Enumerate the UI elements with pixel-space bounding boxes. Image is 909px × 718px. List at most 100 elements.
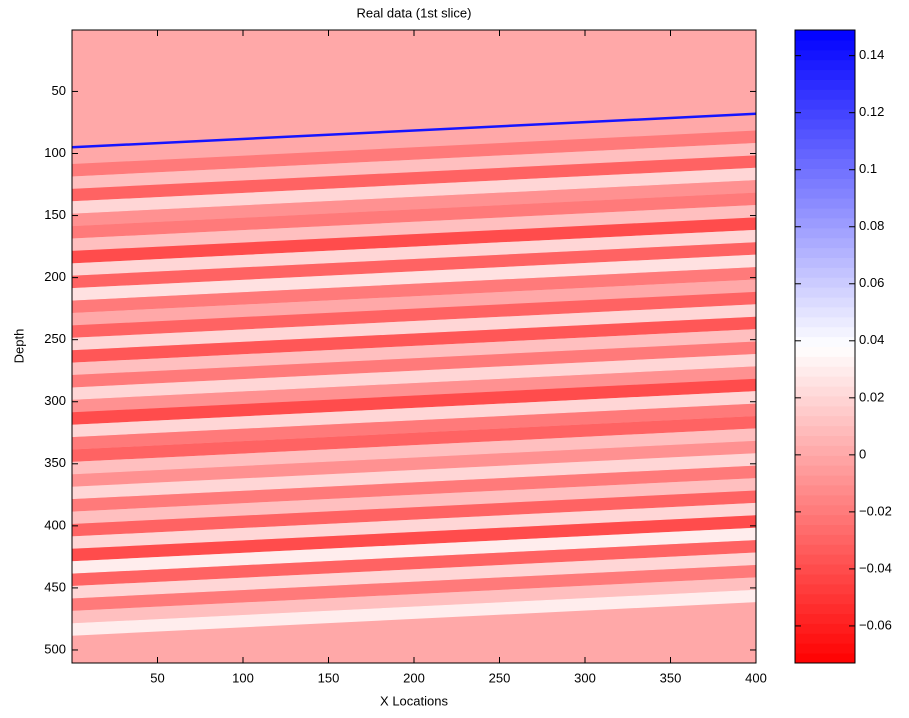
colorbar-cell <box>795 148 855 160</box>
y-tick-label: 200 <box>44 269 66 284</box>
x-tick-label: 50 <box>150 670 164 685</box>
x-tick-label: 250 <box>489 670 511 685</box>
colorbar-cell <box>795 188 855 199</box>
y-tick-label: 500 <box>44 641 66 656</box>
colorbar-cell <box>795 494 855 506</box>
amplitude-band <box>72 341 756 388</box>
colorbar-cell <box>795 603 855 615</box>
colorbar-cell <box>795 30 855 41</box>
colorbar-cell <box>795 356 855 367</box>
amplitude-band <box>72 267 756 313</box>
colorbar-cell <box>795 573 855 585</box>
colorbar-cell <box>795 484 855 496</box>
amplitude-band <box>72 217 756 264</box>
colorbar-frame <box>794 29 856 664</box>
colorbar-cell <box>795 435 855 446</box>
x-tick-label: 300 <box>574 670 596 685</box>
colorbar-cell <box>795 158 855 169</box>
colorbar-cell <box>795 514 855 526</box>
colorbar-cell <box>795 534 855 545</box>
colorbar-cell <box>795 653 855 664</box>
colorbar-cell <box>795 346 855 357</box>
x-tick-label: 150 <box>318 670 340 685</box>
colorbar-cell <box>795 59 855 71</box>
colorbar-tick-label: 0.1 <box>859 161 877 176</box>
y-tick-label: 150 <box>44 207 66 222</box>
colorbar-cell <box>795 128 855 140</box>
colorbar-cell <box>795 227 855 239</box>
colorbar-cell <box>795 465 855 476</box>
amplitude-band <box>72 254 756 301</box>
colorbar-cell <box>795 386 855 397</box>
amplitude-band <box>72 130 756 177</box>
colorbar-cell <box>795 198 855 209</box>
amplitude-band <box>72 205 756 251</box>
horizon-line <box>72 112 756 149</box>
amplitude-band <box>72 564 756 611</box>
colorbar-cell <box>795 564 855 575</box>
amplitude-band <box>72 192 756 239</box>
colorbar-cell <box>795 89 855 100</box>
amplitude-band <box>72 329 756 376</box>
colorbar-tick-label: −0.06 <box>859 617 892 632</box>
amplitude-band <box>72 304 756 351</box>
colorbar-cell <box>795 455 855 466</box>
colorbar-cell <box>795 316 855 328</box>
plot-area <box>72 30 756 663</box>
colorbar-cell <box>795 49 855 61</box>
colorbar-cell <box>795 623 855 634</box>
chart-title: Real data (1st slice) <box>357 5 472 20</box>
y-tick-label: 300 <box>44 393 66 408</box>
colorbar-tick-label: 0.06 <box>859 275 884 290</box>
colorbar-cell <box>795 79 855 90</box>
colorbar-cell <box>795 39 855 51</box>
amplitude-band <box>72 440 756 487</box>
colorbar-tick-label: 0.02 <box>859 389 884 404</box>
amplitude-band <box>72 527 756 574</box>
amplitude-band <box>72 465 756 512</box>
colorbar-cell <box>795 247 855 258</box>
amplitude-band <box>72 403 756 450</box>
colorbar-cell <box>795 267 855 278</box>
y-tick-label: 250 <box>44 331 66 346</box>
amplitude-band <box>72 502 756 549</box>
colorbar-tick-label: 0.14 <box>859 47 884 62</box>
y-tick-label: 450 <box>44 579 66 594</box>
colorbar-cell <box>795 395 855 407</box>
amplitude-band <box>72 242 756 289</box>
colorbar-cell <box>795 277 855 288</box>
colorbar-cell <box>795 257 855 268</box>
amplitude-band <box>72 155 756 202</box>
colorbar-cell <box>795 119 855 130</box>
x-tick-label: 400 <box>745 670 767 685</box>
colorbar-cell <box>795 475 855 486</box>
colorbar-cell <box>795 99 855 110</box>
amplitude-band <box>72 180 756 227</box>
amplitude-band <box>72 515 756 562</box>
amplitude-band <box>72 552 756 599</box>
colorbar-cell <box>795 425 855 437</box>
colorbar-cell <box>795 415 855 427</box>
colorbar-cell <box>795 336 855 347</box>
colorbar-cell <box>795 524 855 535</box>
colorbar-cell <box>795 326 855 338</box>
amplitude-band <box>72 353 756 400</box>
amplitude-band <box>72 229 756 276</box>
colorbar-cell <box>795 633 855 644</box>
amplitude-band <box>72 589 756 636</box>
colorbar-cell <box>795 138 855 150</box>
colorbar-cell <box>795 109 855 120</box>
colorbar-tick-label: 0.12 <box>859 104 884 119</box>
colorbar-cell <box>795 208 855 219</box>
amplitude-band <box>72 577 756 624</box>
colorbar-cell <box>795 504 855 516</box>
colorbar-tick-label: −0.02 <box>859 503 892 518</box>
amplitude-band <box>72 366 756 413</box>
colorbar-tick-label: 0.08 <box>859 218 884 233</box>
colorbar-tick-label: 0 <box>859 446 866 461</box>
amplitude-band <box>72 316 756 363</box>
y-tick-label: 350 <box>44 455 66 470</box>
colorbar-cell <box>795 217 855 229</box>
colorbar-cell <box>795 376 855 387</box>
